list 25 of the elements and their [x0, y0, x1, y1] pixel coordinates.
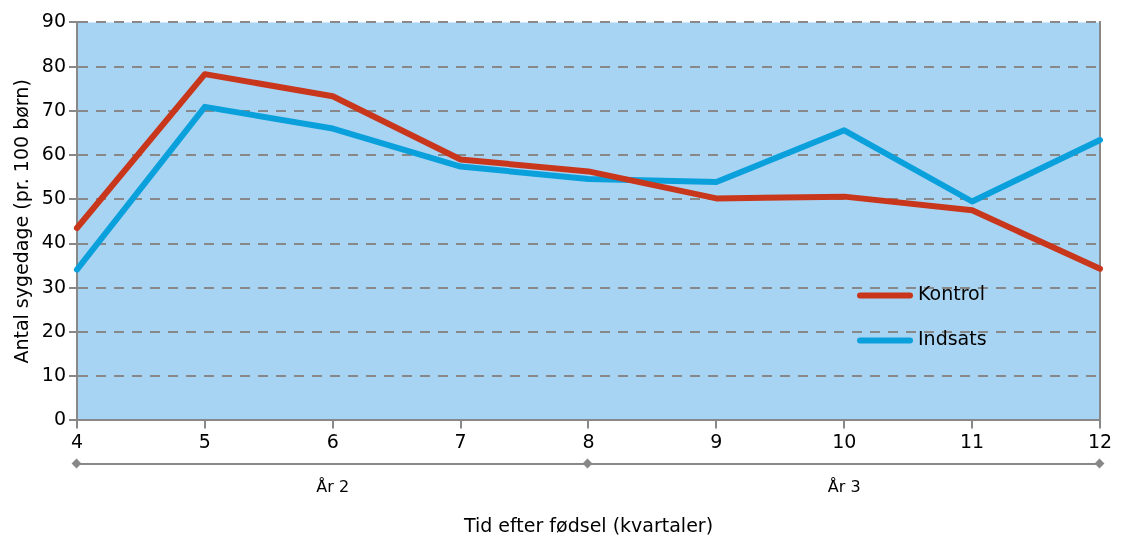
x-tick-label: 6	[326, 429, 339, 452]
text: År 2	[316, 476, 350, 496]
y-tick-label: 20	[41, 318, 66, 341]
legend-label: Indsats	[918, 327, 987, 350]
x-tick-label: 7	[454, 429, 467, 452]
y-tick-label: 90	[41, 9, 66, 32]
x-tick-label: 11	[960, 429, 985, 452]
x-tick-label: 9	[710, 429, 723, 452]
y-tick-label: 10	[41, 363, 66, 386]
legend-label: Kontrol	[918, 282, 985, 305]
x-tick-label: 12	[1087, 429, 1113, 452]
y-tick-label: 70	[41, 97, 66, 120]
y-tick-label: 60	[41, 142, 66, 164]
x-tick-label: 4	[70, 429, 84, 452]
x-tick-label: 10	[832, 429, 857, 452]
x-tick-label: 8	[582, 429, 595, 452]
x-tick-label: 5	[198, 429, 211, 452]
y-tick-label: 40	[41, 230, 66, 253]
y-tick-label: 80	[41, 53, 66, 76]
y-tick-label: 50	[41, 186, 66, 209]
text: År 3	[827, 476, 861, 496]
y-axis-title: Antal sygedage (pr. 100 børn)	[10, 79, 33, 364]
x-axis-title: Tid efter fødsel (kvartaler)	[462, 513, 714, 536]
y-tick-label: 30	[41, 274, 66, 297]
y-tick-label: 0	[53, 407, 66, 430]
